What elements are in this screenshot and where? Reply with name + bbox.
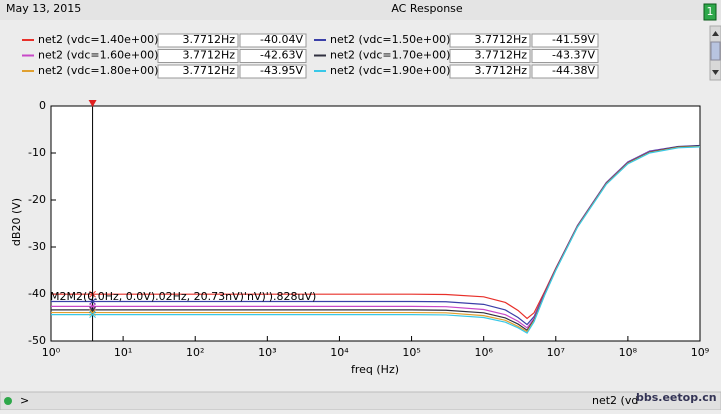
cursor-value-box: [531, 49, 599, 63]
legend-entry: net2 (vdc=1.90e+00): [330, 64, 450, 77]
date: May 13, 2015: [6, 2, 81, 15]
cursor-value: -43.37V: [552, 49, 595, 62]
cursor-point: [89, 309, 96, 316]
y-tick-label: -30: [28, 240, 46, 253]
cursor-value-box: [239, 49, 307, 63]
y-tick-label: -50: [28, 334, 46, 347]
plot-area: [50, 105, 701, 342]
y-axis-label: dB20 (V): [10, 198, 23, 246]
badge-text: 1: [707, 5, 714, 18]
scroll-arrows[interactable]: [712, 31, 719, 75]
cursor-value: -41.59V: [552, 33, 595, 46]
x-tick-label: 10⁷: [547, 346, 565, 359]
x-tick-label: 10⁴: [330, 346, 349, 359]
cursor-annotation: M2M2(0.0Hz, 0.0V).02Hz, 20.73nV)'nV)').8…: [50, 290, 316, 303]
legend-entry: net2 (vdc=1.70e+00): [330, 49, 450, 62]
cursor-value: -44.38V: [552, 64, 595, 77]
scroll-thumb[interactable]: [710, 41, 721, 61]
cursor-freq: 3.7712Hz: [182, 49, 235, 62]
cursor-value: -43.95V: [260, 64, 303, 77]
legend-entry: net2 (vdc=1.80e+00): [38, 64, 158, 77]
cursor-freq-box: [449, 64, 531, 79]
cursor-freq: 3.7712Hz: [474, 49, 527, 62]
cursor-value-box: [531, 64, 599, 79]
cursor-value-box: [239, 33, 307, 48]
cursor-point: [89, 306, 96, 314]
x-tick-label: 10³: [258, 346, 276, 359]
status-prompt: >: [20, 394, 29, 407]
cursor-freq-box: [449, 49, 531, 63]
cursor-point: [89, 290, 96, 298]
x-tick-label: 10⁸: [619, 346, 638, 359]
cursor-value-box: [531, 33, 599, 48]
cursor-freq-box: [157, 33, 239, 48]
cursor-freq-box: [157, 64, 239, 79]
badge[interactable]: [703, 3, 717, 21]
cursor-freq: 3.7712Hz: [474, 64, 527, 77]
header-bar: [0, 0, 721, 20]
x-tick-label: 10¹: [114, 346, 132, 359]
x-tick-label: 10⁹: [691, 346, 709, 359]
y-tick-label: 0: [39, 99, 46, 112]
x-axis-label: freq (Hz): [351, 363, 399, 376]
cursor-point: [89, 311, 96, 318]
cursor-freq-box: [449, 33, 531, 48]
y-tick-label: -10: [28, 146, 46, 159]
cursor-freq: 3.7712Hz: [474, 33, 527, 46]
cursor-freq-box: [157, 49, 239, 63]
x-tick-label: 10⁰: [42, 346, 61, 359]
status-text: net2 (vd: [592, 394, 638, 407]
x-tick-label: 10⁵: [402, 346, 420, 359]
chart-title: AC Response: [391, 2, 463, 15]
cursor-handle: [88, 100, 97, 107]
x-tick-label: 10⁶: [474, 346, 493, 359]
watermark: bbs.eetop.cn: [636, 391, 717, 404]
status-light: [4, 397, 12, 405]
cursor-value: -42.63V: [260, 49, 303, 62]
cursor-point: [89, 298, 96, 305]
legend-entry: net2 (vdc=1.50e+00): [330, 33, 450, 46]
cursor-value: -40.04V: [260, 33, 303, 46]
legend-entry: net2 (vdc=1.40e+00): [38, 33, 158, 46]
y-tick-label: -40: [28, 287, 46, 300]
cursor-freq: 3.7712Hz: [182, 33, 235, 46]
series-line: [51, 146, 701, 334]
legend-entry: net2 (vdc=1.60e+00): [38, 49, 158, 62]
y-tick-label: -20: [28, 193, 46, 206]
cursor-freq: 3.7712Hz: [182, 64, 235, 77]
cursor-value-box: [239, 64, 307, 79]
x-tick-label: 10²: [186, 346, 204, 359]
